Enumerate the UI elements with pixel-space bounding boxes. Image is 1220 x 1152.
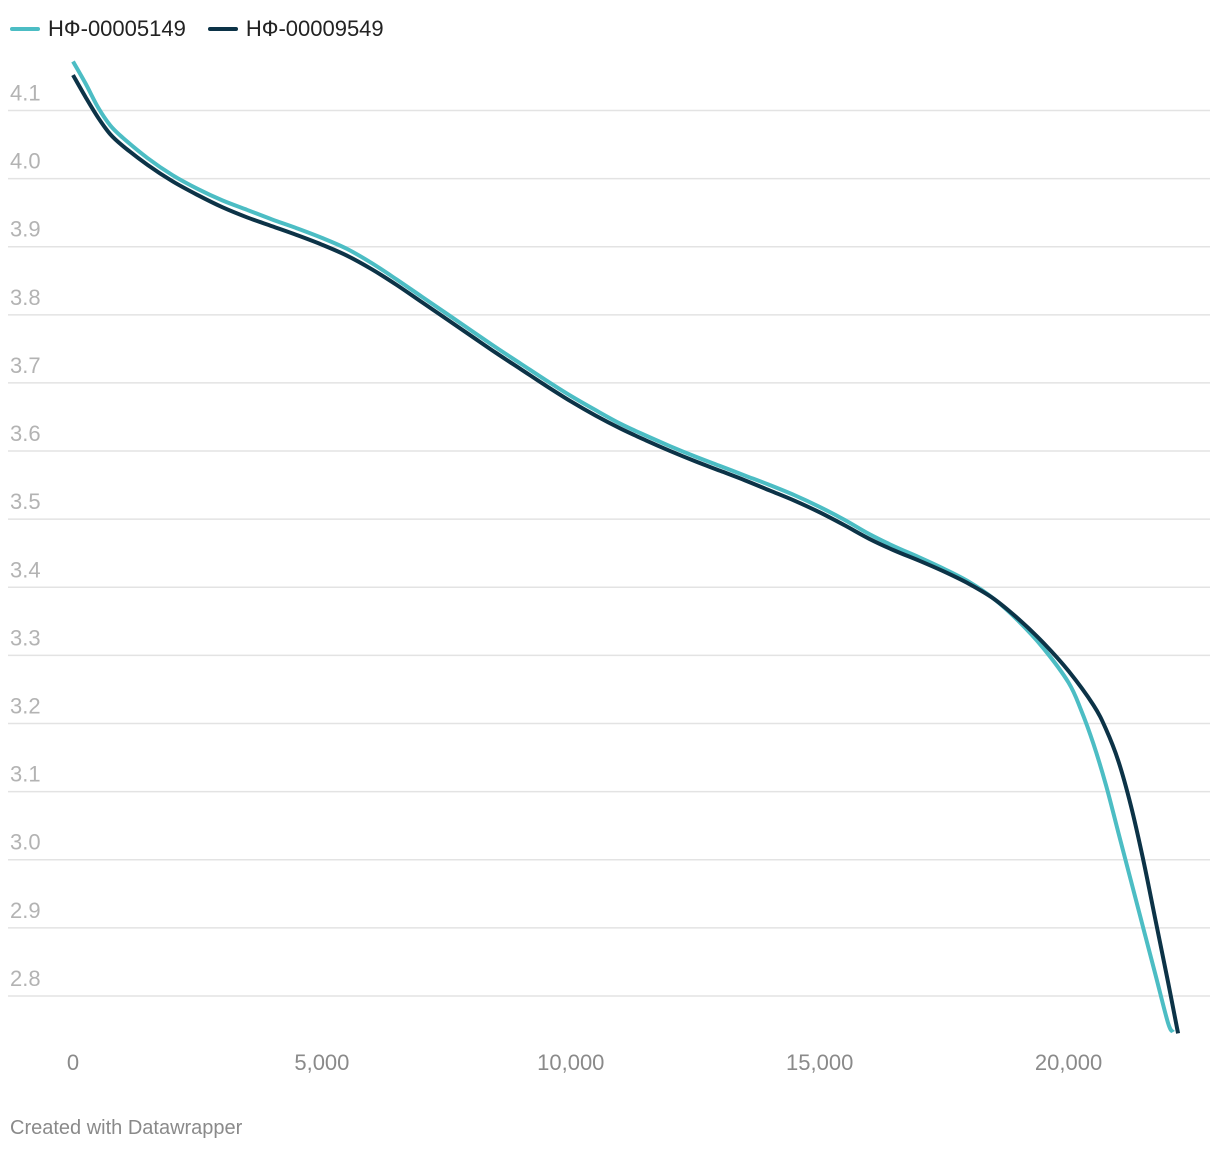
- x-tick-label: 20,000: [1035, 1050, 1102, 1075]
- legend-swatch-series-2: [207, 27, 238, 31]
- series-line-2: [71, 74, 1181, 1034]
- legend: НФ-00005149 НФ-00009549: [10, 16, 384, 42]
- legend-swatch-series-1: [10, 27, 40, 31]
- legend-item-series-2: НФ-00009549: [207, 16, 384, 42]
- y-tick-label: 3.8: [10, 285, 41, 310]
- series-line-1: [71, 60, 1175, 1034]
- y-tick-label: 3.1: [10, 762, 41, 787]
- x-tick-label: 10,000: [537, 1050, 604, 1075]
- y-tick-label: 3.4: [10, 557, 41, 582]
- x-tick-label: 0: [67, 1050, 79, 1075]
- legend-label-series-1: НФ-00005149: [48, 16, 186, 41]
- y-gridlines: [8, 109, 1210, 997]
- legend-item-series-1: НФ-00005149: [10, 16, 186, 42]
- y-tick-label: 3.7: [10, 353, 41, 378]
- y-tick-label: 3.6: [10, 421, 41, 446]
- y-tick-label: 3.0: [10, 830, 41, 855]
- y-tick-label: 2.9: [10, 898, 41, 923]
- y-tick-label: 4.0: [10, 149, 41, 174]
- y-tick-label: 4.1: [10, 80, 41, 105]
- y-tick-label: 3.2: [10, 693, 41, 718]
- y-tick-label: 3.9: [10, 217, 41, 242]
- y-tick-label: 3.5: [10, 489, 41, 514]
- footer-credit: Created with Datawrapper: [10, 1117, 243, 1139]
- legend-label-series-2: НФ-00009549: [245, 16, 384, 41]
- y-tick-label: 2.8: [10, 966, 41, 991]
- x-tick-label: 5,000: [294, 1050, 349, 1075]
- y-tick-label: 3.3: [10, 625, 41, 650]
- x-tick-label: 15,000: [786, 1050, 853, 1075]
